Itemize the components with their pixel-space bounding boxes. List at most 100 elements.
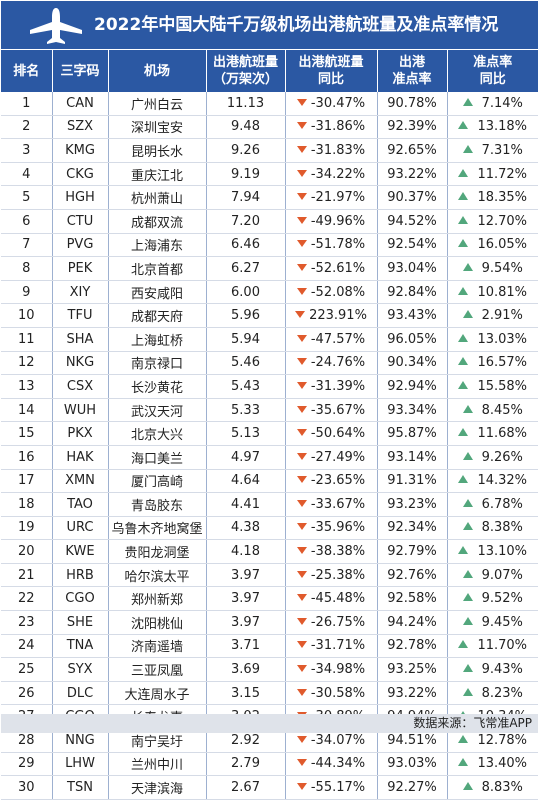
- rank-cell-value: 5: [22, 190, 31, 206]
- rank-cell: 22: [1, 586, 53, 612]
- column-header-line: （万架次）: [212, 72, 278, 87]
- ontime-yoy-cell: 8.45%: [447, 398, 538, 423]
- ontime-cell: 94.24%: [377, 610, 448, 635]
- triangle-up-icon: [458, 546, 469, 555]
- ontime-yoy-cell: 18.35%: [447, 185, 538, 210]
- ontime-cell: 93.22%: [377, 681, 448, 706]
- ontime-yoy-cell: 7.31%: [447, 138, 538, 163]
- flights-cell: 3.71: [206, 634, 286, 659]
- flights-cell-value: 3.97: [231, 591, 260, 607]
- flights-cell: 7.94: [206, 185, 286, 210]
- triangle-down-icon: [296, 169, 307, 177]
- airport-cell-value: 天津滨海: [130, 782, 183, 798]
- table-row: 18 TAO 青岛胶东 4.41 -33.67% 93.23% 6.78%: [1, 492, 538, 517]
- ontime-cell-value: 93.22%: [387, 685, 437, 701]
- triangle-down-icon: [296, 783, 307, 791]
- triangle-up-icon: [458, 215, 469, 224]
- airport-cell-value: 厦门高崎: [130, 475, 183, 491]
- airport-cell-value: 郑州新郑: [130, 593, 183, 609]
- ontime-yoy-cell: 8.23%: [447, 681, 538, 706]
- column-header-line: 同比: [479, 72, 506, 87]
- flights-yoy-cell: -31.39%: [285, 374, 378, 399]
- airport-cell: 济南遥墙: [108, 634, 207, 659]
- airplane-icon: [30, 8, 82, 44]
- ontime-yoy-cell-value: 6.78%: [481, 496, 523, 512]
- code-cell: XMN: [52, 469, 109, 494]
- ontime-cell: 94.52%: [377, 209, 448, 234]
- triangle-up-icon: [462, 404, 473, 413]
- airport-cell: 上海浦东: [108, 233, 207, 258]
- flights-yoy-cell: -34.98%: [285, 657, 378, 682]
- triangle-up-icon: [458, 475, 469, 484]
- flights-yoy-cell-value: -51.78%: [310, 237, 366, 253]
- ontime-cell: 92.78%: [377, 634, 448, 659]
- table-row: 24 TNA 济南遥墙 3.71 -31.71% 92.78% 11.70%: [1, 634, 538, 659]
- flights-yoy-cell: -33.67%: [285, 492, 378, 517]
- ontime-yoy-cell-value: 16.57%: [477, 355, 528, 371]
- airport-cell-value: 广州白云: [130, 97, 183, 113]
- triangle-up-icon: [462, 498, 473, 507]
- triangle-up-icon: [462, 522, 473, 531]
- flights-yoy-cell: -21.97%: [285, 185, 378, 210]
- rank-cell: 21: [1, 563, 53, 588]
- flights-yoy-cell: -34.22%: [285, 162, 378, 187]
- code-cell-value: CTU: [66, 213, 94, 229]
- code-cell-value: CSX: [66, 378, 94, 394]
- flights-cell-value: 5.96: [231, 308, 260, 324]
- triangle-up-icon: [462, 144, 473, 153]
- code-cell: NKG: [52, 351, 109, 376]
- triangle-up-icon: [462, 262, 473, 271]
- triangle-down-icon: [296, 405, 307, 413]
- ontime-yoy-cell-value: 13.03%: [477, 331, 528, 347]
- rank-cell-value: 28: [17, 732, 35, 748]
- triangle-down-icon: [296, 334, 307, 342]
- flights-cell-value: 4.97: [231, 449, 260, 465]
- flights-cell-value: 6.46: [231, 237, 260, 253]
- flights-cell-value: 9.48: [231, 119, 260, 135]
- rank-cell: 24: [1, 634, 53, 659]
- airport-cell: 成都天府: [108, 303, 207, 328]
- ontime-yoy-cell-value: 9.26%: [481, 449, 523, 465]
- code-cell: TSN: [52, 775, 109, 800]
- rank-cell-value: 23: [17, 614, 35, 630]
- ontime-cell-value: 92.58%: [387, 591, 437, 607]
- table-row: 19 URC 乌鲁木齐地窝堡 4.38 -35.96% 92.34% 8.38%: [1, 516, 538, 541]
- table-row: 29 LHW 兰州中川 2.79 -44.34% 93.03% 13.40%: [1, 752, 538, 777]
- flights-cell-value: 5.43: [231, 378, 260, 394]
- flights-yoy-cell-value: -21.97%: [310, 190, 366, 206]
- triangle-down-icon: [296, 240, 307, 248]
- flights-yoy-cell: -45.48%: [285, 586, 378, 612]
- flights-cell: 6.27: [206, 256, 286, 281]
- code-cell-value: NKG: [65, 355, 95, 371]
- flights-yoy-cell: -30.47%: [285, 92, 378, 116]
- flights-yoy-cell: -50.64%: [285, 421, 378, 446]
- rank-cell: 1: [1, 92, 53, 116]
- code-cell-value: TFU: [67, 308, 93, 324]
- code-cell: LHW: [52, 752, 109, 777]
- rank-cell-value: 26: [17, 685, 35, 701]
- flights-cell: 4.41: [206, 492, 286, 517]
- ontime-cell: 93.14%: [377, 445, 448, 470]
- ontime-cell-value: 93.04%: [387, 260, 437, 276]
- triangle-up-icon: [462, 687, 473, 696]
- table-row: 13 CSX 长沙黄花 5.43 -31.39% 92.94% 15.58%: [1, 374, 538, 399]
- column-header-flights-yoy: 出港航班量 同比: [285, 50, 378, 92]
- airport-table: 排名 三字码 机场 出港航班量 （万架次） 出港航班量 同比 出港 准点率 准点率 同比 1 CAN 广…: [1, 50, 538, 800]
- triangle-down-icon: [296, 429, 307, 437]
- airport-cell-value: 海口美兰: [130, 451, 183, 467]
- flights-yoy-cell-value: -38.38%: [310, 544, 366, 560]
- ontime-yoy-cell-value: 11.72%: [477, 166, 528, 182]
- code-cell: CTU: [52, 209, 109, 234]
- flights-cell-value: 5.33: [231, 402, 260, 418]
- column-header-rank: 排名: [1, 50, 53, 92]
- flights-cell: 3.97: [206, 563, 286, 588]
- triangle-down-icon: [296, 216, 307, 224]
- flights-yoy-cell-value: -34.22%: [310, 166, 366, 182]
- code-cell-value: SHA: [66, 331, 94, 347]
- ontime-yoy-cell: 12.70%: [447, 209, 538, 234]
- ontime-yoy-cell-value: 8.45%: [481, 402, 523, 418]
- code-cell-value: KWE: [65, 544, 95, 560]
- ontime-cell-value: 92.78%: [387, 638, 437, 654]
- triangle-down-icon: [295, 311, 306, 319]
